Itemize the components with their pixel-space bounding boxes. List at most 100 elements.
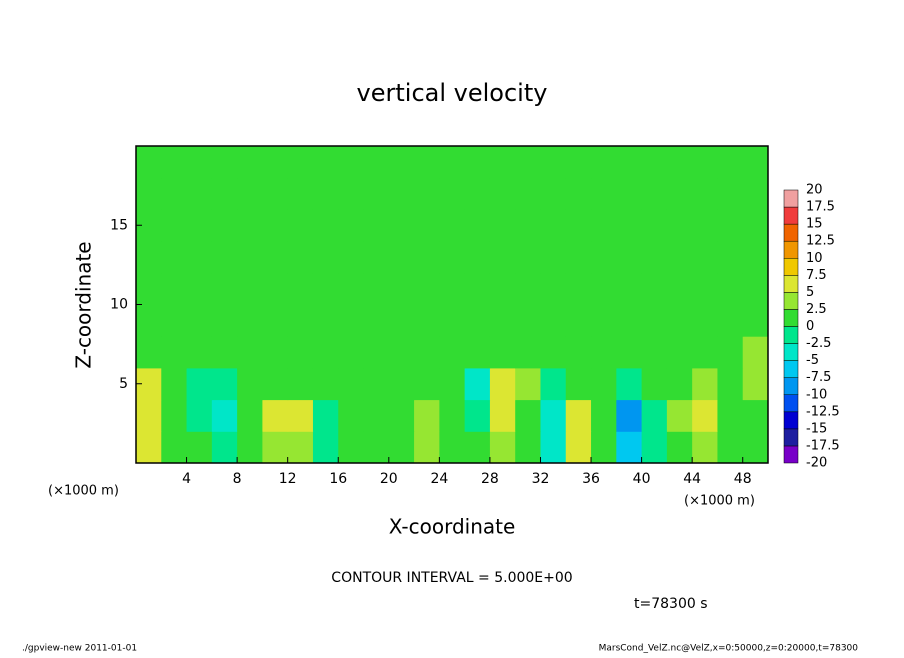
field-cell bbox=[666, 272, 693, 305]
field-cell bbox=[211, 177, 238, 210]
field-cell bbox=[186, 431, 213, 464]
colorbar-box bbox=[783, 275, 799, 293]
field-cell bbox=[388, 431, 415, 464]
field-cell bbox=[641, 399, 668, 432]
field-cell bbox=[591, 272, 617, 305]
field-cell bbox=[591, 177, 617, 210]
field-cell bbox=[161, 146, 188, 179]
field-cell bbox=[262, 399, 289, 432]
field-cell bbox=[338, 209, 365, 242]
field-cell bbox=[515, 399, 541, 432]
field-cell bbox=[338, 272, 365, 305]
field-cell bbox=[616, 241, 643, 274]
field-cell bbox=[666, 209, 693, 242]
field-cell bbox=[717, 177, 744, 210]
field-cell bbox=[489, 146, 516, 179]
x-tick-label: 40 bbox=[633, 471, 651, 487]
field-cell bbox=[237, 399, 263, 432]
field-cell bbox=[161, 304, 188, 337]
field-cell bbox=[489, 399, 516, 432]
field-cell bbox=[692, 399, 718, 432]
field-cell bbox=[616, 146, 643, 179]
colorbar-label: 17.5 bbox=[806, 200, 835, 215]
field-cell bbox=[515, 304, 541, 337]
field-cell bbox=[489, 367, 516, 401]
x-tick-label: 8 bbox=[233, 471, 242, 487]
field-cell bbox=[287, 399, 314, 432]
field-cell bbox=[439, 177, 466, 210]
field-cell bbox=[540, 367, 567, 401]
x-tick-label: 44 bbox=[683, 471, 701, 487]
field-cell bbox=[338, 177, 365, 210]
colorbar-box bbox=[783, 309, 799, 327]
colorbar-box bbox=[783, 360, 799, 378]
field-cell bbox=[363, 399, 390, 432]
x-tick-label: 28 bbox=[481, 471, 499, 487]
field-cell bbox=[692, 241, 718, 274]
field-cell bbox=[565, 431, 592, 464]
field-cell bbox=[312, 177, 339, 210]
field-cell bbox=[489, 336, 516, 369]
field-cell bbox=[464, 272, 491, 305]
field-cell bbox=[616, 272, 643, 305]
field-cell bbox=[641, 146, 668, 179]
colorbar-box bbox=[783, 189, 799, 208]
field-cell bbox=[641, 272, 668, 305]
field-cell bbox=[464, 241, 491, 274]
field-cell bbox=[287, 209, 314, 242]
field-cell bbox=[211, 209, 238, 242]
field-cell bbox=[666, 336, 693, 369]
field-cell bbox=[211, 146, 238, 179]
field-cell bbox=[616, 431, 643, 464]
field-cell bbox=[237, 336, 263, 369]
field-cell bbox=[616, 304, 643, 337]
field-cell bbox=[666, 367, 693, 401]
colorbar-label: 0 bbox=[806, 319, 814, 334]
colorbar-box bbox=[783, 343, 799, 361]
field-cell bbox=[287, 367, 314, 401]
field-cell bbox=[237, 146, 263, 179]
field-cell bbox=[641, 336, 668, 369]
field-cell bbox=[136, 177, 162, 210]
field-cell bbox=[515, 177, 541, 210]
field-cell bbox=[489, 241, 516, 274]
field-cell bbox=[666, 431, 693, 464]
field-cell bbox=[515, 241, 541, 274]
y-unit-label: (×1000 m) bbox=[48, 484, 119, 499]
field-cell bbox=[540, 177, 567, 210]
colorbar-box bbox=[783, 445, 799, 464]
field-cell bbox=[161, 209, 188, 242]
field-cell bbox=[692, 431, 718, 464]
field-cell bbox=[641, 367, 668, 401]
colorbar-box bbox=[783, 240, 799, 259]
field-cell bbox=[666, 304, 693, 337]
field-cell bbox=[742, 241, 769, 274]
field-cell bbox=[414, 209, 440, 242]
field-cell bbox=[742, 304, 769, 337]
field-cell bbox=[363, 367, 390, 401]
field-cell bbox=[540, 399, 567, 432]
x-tick-label: 32 bbox=[532, 471, 550, 487]
colorbar-box bbox=[783, 394, 799, 413]
y-axis-label: Z-coordinate bbox=[72, 241, 96, 368]
field-cell bbox=[414, 304, 440, 337]
field-cell bbox=[388, 399, 415, 432]
field-cell bbox=[742, 399, 769, 432]
field-cell bbox=[237, 241, 263, 274]
field-cell bbox=[565, 177, 592, 210]
field-cell bbox=[489, 304, 516, 337]
colorbar-label: 5 bbox=[806, 285, 814, 300]
field-cell bbox=[692, 177, 718, 210]
field-cell bbox=[388, 241, 415, 274]
field-cell bbox=[439, 146, 466, 179]
x-axis-label: X-coordinate bbox=[389, 515, 516, 539]
field-cell bbox=[565, 272, 592, 305]
colorbar-label: 12.5 bbox=[806, 234, 835, 249]
field-cell bbox=[414, 146, 440, 179]
field-cell bbox=[464, 431, 491, 464]
field-cell bbox=[312, 241, 339, 274]
field-cell bbox=[616, 367, 643, 401]
colorbar-label: -2.5 bbox=[806, 336, 831, 351]
field-cell bbox=[641, 241, 668, 274]
field-cell bbox=[312, 399, 339, 432]
